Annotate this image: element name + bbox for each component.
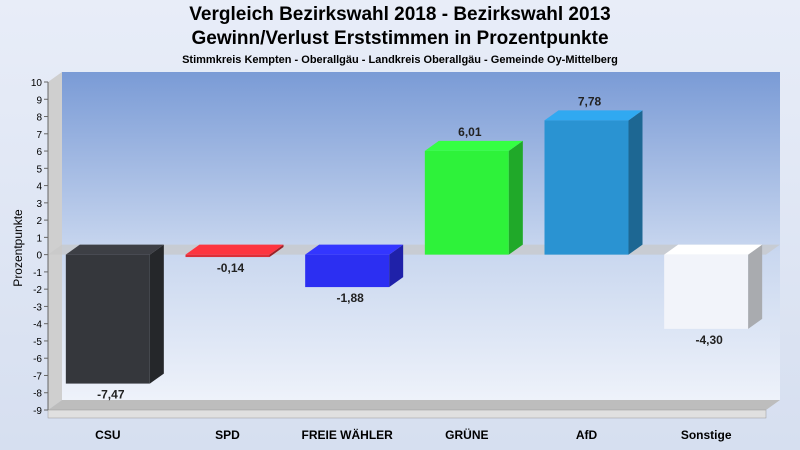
bar <box>65 244 164 384</box>
bar-front <box>305 254 390 288</box>
y-tick-label: 7 <box>36 130 42 141</box>
bar-top <box>544 110 643 121</box>
y-tick-label: 6 <box>36 147 42 158</box>
y-tick-label: -5 <box>33 337 42 348</box>
y-axis-label: Prozentpunkte <box>11 209 25 287</box>
y-tick-label: 9 <box>36 95 42 106</box>
bar <box>305 244 404 288</box>
y-tick-label: 0 <box>36 251 42 262</box>
bar-value-label: -0,14 <box>217 261 245 275</box>
y-tick-label: -1 <box>33 268 42 279</box>
bar-top <box>65 244 164 255</box>
x-tick-label: Sonstige <box>681 428 732 442</box>
floor-front <box>47 409 767 419</box>
bar-side <box>508 140 523 255</box>
y-tick-label: -4 <box>33 320 42 331</box>
bar-front <box>65 254 150 384</box>
bar-side <box>628 110 643 255</box>
bars <box>65 110 763 384</box>
bar-top <box>305 244 404 255</box>
bar-value-label: -7,47 <box>97 388 125 402</box>
labels: -7,47 CSU -0,14 SPD -1,88 FREIE WÄHLER 6,01 GRÜ… <box>95 94 732 442</box>
bar-side <box>389 244 404 288</box>
y-tick-label: 8 <box>36 113 42 124</box>
bar-side <box>748 244 763 329</box>
y-tick-label: 2 <box>36 216 42 227</box>
bar-top <box>185 244 284 255</box>
bar-value-label: -1,88 <box>336 291 364 305</box>
chart-title: Vergleich Bezirkswahl 2018 - Bezirkswahl… <box>189 4 611 25</box>
y-tick-label: 10 <box>31 78 43 89</box>
bar <box>664 244 763 329</box>
bar-top <box>664 244 763 255</box>
bar-front <box>424 150 509 255</box>
y-tick-label: -7 <box>33 371 42 382</box>
y-tick-label: 4 <box>36 182 42 193</box>
bar-value-label: 6,01 <box>458 125 482 139</box>
x-tick-label: FREIE WÄHLER <box>301 427 393 442</box>
chart-subtitle: Gewinn/Verlust Erststimmen in Prozentpun… <box>191 28 609 49</box>
bar-value-label: 7,78 <box>578 94 602 108</box>
bar <box>424 140 523 255</box>
y-tick-label: 1 <box>36 233 42 244</box>
side-wall <box>48 72 62 410</box>
back-wall <box>62 72 780 400</box>
y-tick-label: -3 <box>33 302 42 313</box>
chart-caption: Stimmkreis Kempten - Oberallgäu - Landkr… <box>182 54 618 66</box>
y-tick-label: -2 <box>33 285 42 296</box>
x-tick-label: SPD <box>215 428 240 442</box>
y-tick-label: 5 <box>36 164 42 175</box>
bar-front <box>664 254 749 329</box>
y-tick-label: -8 <box>33 389 42 400</box>
floor <box>48 400 780 410</box>
bar-side <box>269 244 284 258</box>
bar-side <box>149 244 164 384</box>
bar-front <box>544 120 629 255</box>
x-tick-label: GRÜNE <box>445 427 488 442</box>
bar-top <box>424 140 523 151</box>
y-tick-label: 3 <box>36 199 42 210</box>
bar <box>544 110 643 255</box>
bar-front <box>185 254 270 258</box>
bar-value-label: -4,30 <box>695 333 723 347</box>
x-tick-label: CSU <box>95 428 120 442</box>
x-tick-label: AfD <box>576 428 598 442</box>
y-tick-label: -6 <box>33 354 42 365</box>
bar <box>185 244 284 258</box>
y-tick-label: -9 <box>33 406 42 417</box>
